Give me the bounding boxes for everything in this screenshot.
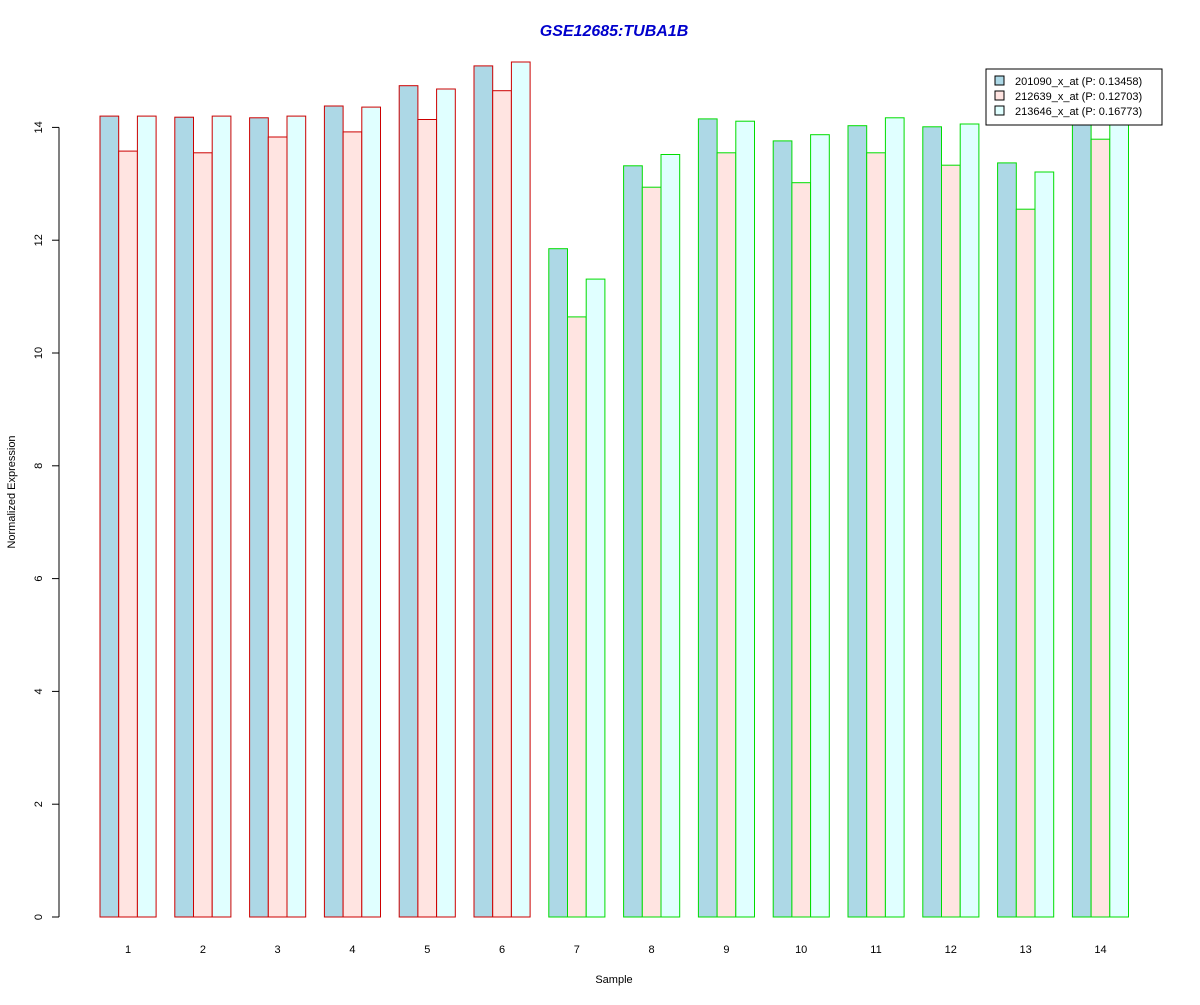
x-tick-labels: 1 2 3 4 5 6 7 8 9 10 11 12 13 14 — [125, 944, 1107, 956]
bar-sample-11-series-3 — [884, 117, 905, 918]
bar-sample-8-series-3 — [660, 154, 681, 918]
bar-sample-5-series-1 — [398, 85, 419, 918]
chart-title: GSE12685:TUBA1B — [540, 23, 689, 40]
bar-sample-1-series-3 — [136, 115, 157, 918]
legend-label-2: 212639_x_at (P: 0.12703) — [1015, 91, 1142, 103]
bar-sample-3-series-3 — [286, 115, 307, 918]
bar-sample-5-series-2 — [417, 119, 438, 918]
x-axis-label: Sample — [595, 974, 632, 986]
bar-sample-5-series-3 — [436, 88, 456, 918]
x-tick-label-3: 3 — [275, 944, 281, 956]
y-tick-label-12: 12 — [33, 234, 45, 246]
y-tick-label-2: 2 — [33, 801, 45, 807]
legend-swatch-2 — [994, 90, 1005, 101]
x-tick-label-4: 4 — [349, 944, 355, 956]
bar-sample-7-series-3 — [585, 278, 606, 918]
bar-sample-2-series-1 — [174, 116, 195, 918]
bar-sample-11-series-2 — [866, 152, 886, 918]
bar-sample-12-series-2 — [941, 164, 961, 918]
bar-sample-13-series-1 — [997, 162, 1017, 918]
x-tick-label-1: 1 — [125, 944, 131, 956]
y-tick-label-14: 14 — [33, 121, 45, 133]
bars-layer — [99, 61, 1130, 918]
bar-sample-2-series-3 — [211, 115, 232, 918]
bar-sample-14-series-2 — [1090, 138, 1111, 918]
legend-box — [985, 68, 1163, 126]
bar-sample-6-series-3 — [510, 61, 531, 918]
y-axis: 0 2 4 6 8 10 12 14 — [33, 121, 60, 920]
y-tick-label-8: 8 — [33, 463, 45, 469]
x-tick-label-7: 7 — [574, 944, 580, 956]
bar-sample-14-series-1 — [1071, 121, 1092, 918]
bar-sample-10-series-1 — [772, 140, 793, 918]
bar-sample-10-series-3 — [810, 134, 830, 918]
x-tick-label-11: 11 — [870, 944, 881, 956]
bar-sample-3-series-1 — [249, 117, 269, 918]
bar-sample-4-series-3 — [361, 106, 381, 918]
bar-sample-4-series-1 — [323, 105, 344, 918]
legend-swatch-1 — [994, 75, 1005, 86]
bar-sample-10-series-2 — [791, 182, 812, 918]
bar-sample-3-series-2 — [267, 136, 288, 918]
x-tick-label-10: 10 — [795, 944, 807, 956]
bar-sample-4-series-2 — [342, 131, 363, 918]
x-tick-label-6: 6 — [499, 944, 505, 956]
y-tick-label-10: 10 — [33, 347, 45, 359]
y-axis-label: Normalized Expression — [6, 435, 18, 548]
bar-sample-9-series-3 — [735, 120, 755, 918]
legend-label-3: 213646_x_at (P: 0.16773) — [1015, 106, 1142, 118]
x-tick-label-12: 12 — [945, 944, 957, 956]
bar-sample-8-series-2 — [641, 186, 662, 918]
bar-sample-7-series-2 — [567, 316, 587, 918]
bar-sample-2-series-2 — [193, 152, 213, 918]
x-tick-label-8: 8 — [649, 944, 655, 956]
bar-sample-13-series-3 — [1034, 171, 1055, 918]
x-tick-label-5: 5 — [424, 944, 430, 956]
x-tick-label-13: 13 — [1019, 944, 1031, 956]
bar-sample-6-series-1 — [473, 65, 494, 918]
legend-swatch-3 — [994, 105, 1005, 116]
bar-sample-1-series-2 — [118, 150, 138, 918]
bar-sample-11-series-1 — [847, 125, 868, 918]
x-tick-label-9: 9 — [723, 944, 729, 956]
bar-sample-12-series-1 — [922, 126, 942, 918]
bar-sample-8-series-1 — [623, 165, 643, 918]
y-tick-label-4: 4 — [33, 688, 45, 694]
bar-sample-9-series-1 — [697, 118, 718, 918]
legend: 201090_x_at (P: 0.13458) 212639_x_at (P: … — [985, 68, 1163, 126]
y-tick-label-6: 6 — [33, 576, 45, 582]
bar-sample-6-series-2 — [492, 90, 512, 918]
x-tick-label-2: 2 — [200, 944, 206, 956]
bar-sample-1-series-1 — [99, 115, 120, 918]
bar-sample-14-series-3 — [1109, 121, 1130, 918]
y-tick-label-0: 0 — [33, 914, 45, 920]
legend-label-1: 201090_x_at (P: 0.13458) — [1015, 76, 1142, 88]
bar-sample-9-series-2 — [716, 152, 737, 918]
bar-sample-13-series-2 — [1015, 208, 1036, 918]
bar-sample-12-series-3 — [959, 123, 980, 918]
x-tick-label-14: 14 — [1094, 944, 1106, 956]
bar-sample-7-series-1 — [548, 248, 568, 918]
